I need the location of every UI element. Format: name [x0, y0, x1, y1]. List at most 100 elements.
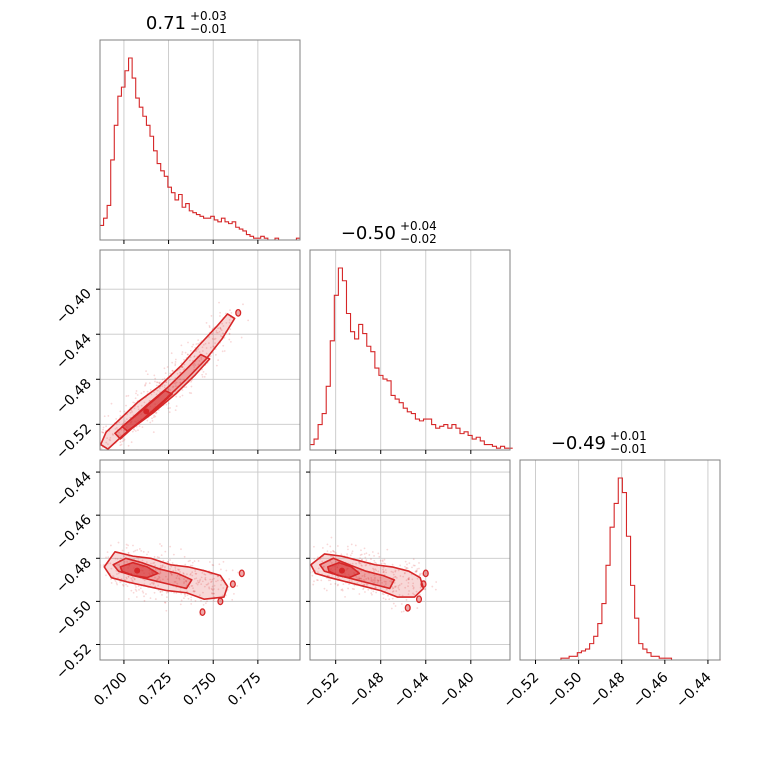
scatter-point	[123, 429, 125, 432]
scatter-point	[321, 547, 324, 549]
scatter-point	[99, 452, 101, 454]
scatter-point	[385, 580, 387, 583]
scatter-point	[161, 590, 164, 593]
scatter-point	[132, 591, 135, 594]
scatter-point	[236, 585, 239, 587]
scatter-point	[153, 555, 156, 558]
scatter-point	[375, 591, 377, 594]
scatter-point	[395, 590, 398, 592]
scatter-point	[169, 567, 171, 570]
scatter-point	[193, 362, 196, 365]
scatter-point	[192, 343, 195, 346]
scatter-point	[119, 444, 122, 447]
scatter-point	[132, 401, 135, 404]
scatter-point	[421, 572, 424, 575]
scatter-point	[219, 327, 222, 330]
pair-1-2-frame	[309, 459, 511, 661]
scatter-point	[193, 560, 196, 563]
scatter-point	[219, 315, 221, 317]
scatter-point	[336, 545, 339, 547]
scatter-point	[407, 577, 410, 580]
scatter-point	[407, 578, 410, 581]
scatter-point	[119, 414, 122, 417]
scatter-point	[192, 587, 194, 590]
scatter-point	[211, 563, 214, 566]
scatter-point	[341, 589, 344, 592]
scatter-point	[159, 571, 162, 574]
scatter-point	[152, 416, 155, 419]
scatter-point	[201, 571, 204, 574]
scatter-point	[213, 577, 215, 580]
scatter-point	[154, 569, 157, 571]
scatter-point	[399, 575, 402, 577]
scatter-point	[368, 554, 371, 556]
scatter-point	[364, 564, 367, 567]
scatter-point	[167, 402, 170, 405]
scatter-point	[191, 345, 194, 348]
scatter-point	[193, 590, 196, 593]
scatter-point	[231, 598, 234, 601]
scatter-point	[190, 602, 193, 605]
scatter-point	[392, 576, 395, 579]
scatter-point	[204, 342, 207, 345]
density-peak	[338, 567, 345, 574]
scatter-point	[161, 378, 164, 381]
scatter-point	[122, 584, 125, 587]
scatter-point	[176, 574, 179, 577]
scatter-point	[133, 577, 136, 580]
scatter-point	[240, 336, 243, 339]
scatter-point	[215, 580, 217, 583]
scatter-point	[187, 560, 190, 563]
scatter-point	[365, 578, 368, 580]
scatter-point	[415, 569, 418, 572]
scatter-point	[391, 586, 394, 588]
scatter-point	[154, 412, 157, 414]
scatter-point	[101, 431, 104, 434]
scatter-point	[431, 585, 434, 588]
scatter-point	[161, 566, 163, 569]
scatter-point	[204, 602, 207, 605]
scatter-point	[393, 581, 396, 584]
scatter-point	[177, 568, 179, 571]
scatter-point	[107, 556, 110, 559]
scatter-point	[213, 338, 216, 341]
scatter-point	[179, 371, 182, 374]
hist-1-frame	[309, 249, 511, 451]
scatter-point	[220, 579, 223, 582]
scatter-point	[329, 560, 332, 563]
scatter-point	[198, 581, 201, 584]
scatter-point	[190, 385, 193, 388]
scatter-point	[109, 562, 112, 565]
scatter-point	[372, 567, 374, 570]
scatter-point	[156, 381, 159, 384]
scatter-point	[129, 411, 132, 414]
scatter-point	[382, 571, 385, 574]
x-tick-label: −0.44	[673, 669, 715, 711]
scatter-point	[154, 576, 156, 579]
panel-title-minus: −0.01	[610, 442, 647, 456]
scatter-point	[303, 570, 305, 572]
scatter-point	[363, 583, 366, 586]
scatter-point	[335, 552, 337, 554]
scatter-point	[158, 556, 160, 559]
scatter-point	[195, 350, 198, 352]
scatter-point	[134, 588, 137, 591]
scatter-point	[172, 385, 175, 388]
scatter-point	[171, 386, 174, 389]
scatter-point	[362, 587, 365, 589]
x-tick-label: −0.50	[544, 670, 586, 712]
pair-0-1-content	[99, 301, 250, 454]
scatter-point	[228, 333, 231, 336]
scatter-point	[102, 564, 105, 567]
scatter-point	[377, 579, 380, 582]
panel-title-minus: −0.02	[400, 232, 437, 246]
scatter-point	[180, 599, 183, 602]
scatter-point	[351, 552, 353, 555]
scatter-point	[209, 578, 212, 581]
scatter-point	[350, 580, 353, 583]
scatter-point	[159, 591, 162, 594]
scatter-point	[125, 543, 128, 546]
scatter-point	[358, 562, 361, 565]
scatter-point	[178, 568, 181, 571]
scatter-point	[111, 451, 113, 453]
